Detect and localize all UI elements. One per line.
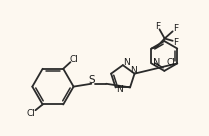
Text: S: S (88, 75, 95, 85)
Text: Cl: Cl (167, 58, 175, 67)
Text: F: F (173, 38, 178, 47)
Text: Cl: Cl (70, 55, 79, 64)
Text: N: N (130, 66, 137, 75)
Text: F: F (155, 22, 160, 31)
Text: N: N (116, 85, 122, 94)
Text: F: F (173, 24, 178, 33)
Text: N: N (153, 58, 160, 68)
Text: Cl: Cl (27, 109, 36, 118)
Text: N: N (123, 58, 130, 67)
